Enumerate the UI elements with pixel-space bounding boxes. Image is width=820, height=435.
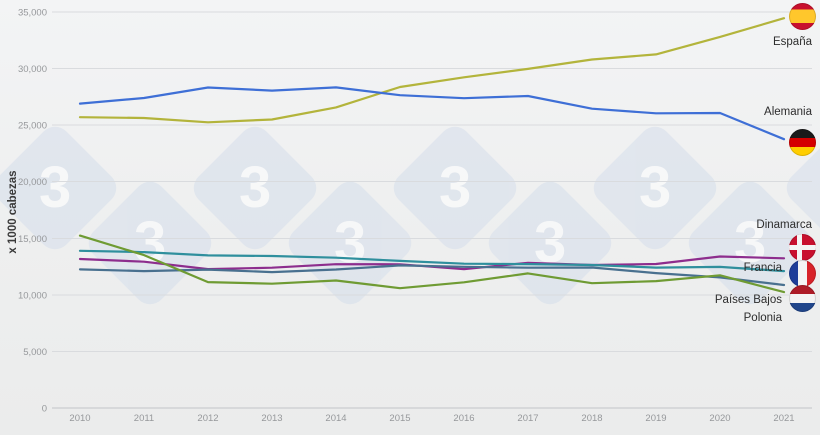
series-line-francia <box>78 249 786 273</box>
x-axis-tick-label: 2018 <box>581 413 602 424</box>
y-axis-tick-label: 10,000 <box>18 290 47 301</box>
x-axis-tick-label: 2017 <box>517 413 538 424</box>
series-label-dinamarca: Dinamarca <box>756 219 812 231</box>
x-axis-tick-label: 2010 <box>69 413 90 424</box>
flag-spain-icon <box>789 3 816 30</box>
y-axis-tick-label: 30,000 <box>18 64 47 75</box>
x-axis-tick-label: 2016 <box>453 413 474 424</box>
series-line-espana <box>78 17 786 124</box>
x-axis-tick-label: 2012 <box>197 413 218 424</box>
series-line-polonia <box>78 234 786 294</box>
y-axis-title: x 1000 cabezas <box>7 170 19 254</box>
y-axis-tick-label: 5,000 <box>23 347 47 358</box>
denmark-cross-horizontal <box>789 245 816 250</box>
series-label-espana: España <box>772 36 812 48</box>
series-line-alemania <box>78 86 786 141</box>
x-axis-tick-label: 2019 <box>645 413 666 424</box>
y-axis-tick-label: 20,000 <box>18 177 47 188</box>
x-axis-tick-label: 2011 <box>134 413 154 424</box>
series-line-paises-bajos <box>78 264 786 287</box>
x-axis-tick-label: 2013 <box>261 413 282 424</box>
y-axis-tick-label: 15,000 <box>18 234 47 245</box>
flag-germany-icon <box>789 129 816 156</box>
x-axis-tick-label: 2014 <box>325 413 346 424</box>
flag-netherlands-icon <box>789 285 816 312</box>
flag-denmark-icon <box>789 234 816 261</box>
series-label-alemania: Alemania <box>764 106 812 118</box>
series-label-francia: Francia <box>743 262 782 274</box>
y-axis-tick-label: 25,000 <box>18 121 47 132</box>
flag-france-icon <box>789 260 816 287</box>
series-label-paises-bajos: Países Bajos <box>714 294 782 306</box>
x-axis-tick-label: 2021 <box>773 413 794 424</box>
x-axis-tick-label: 2015 <box>389 413 410 424</box>
x-axis-tick-label: 2020 <box>709 413 730 424</box>
y-axis-tick-label: 35,000 <box>18 8 47 19</box>
y-axis-tick-label: 0 <box>42 404 47 415</box>
series-label-polonia: Polonia <box>743 312 782 324</box>
